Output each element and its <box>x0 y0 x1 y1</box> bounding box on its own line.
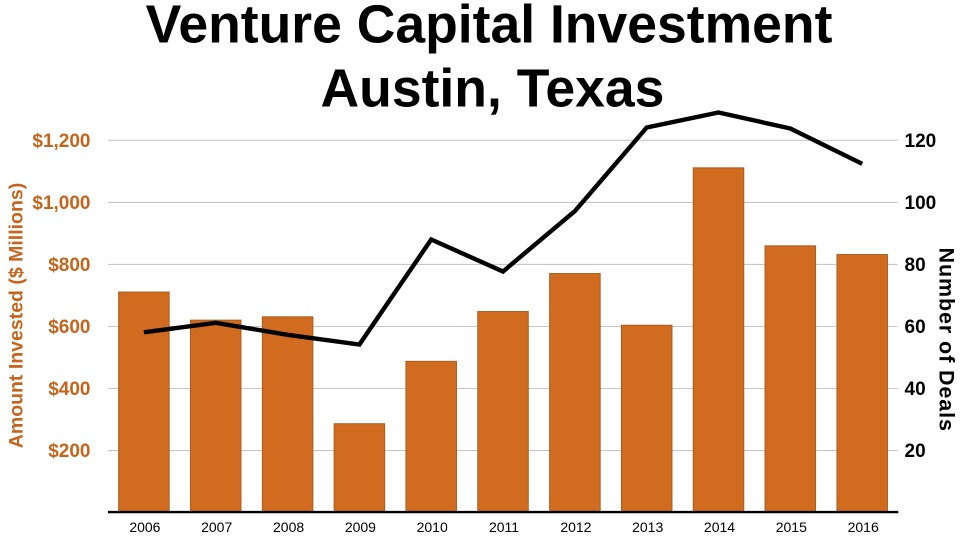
svg-text:120: 120 <box>905 131 937 152</box>
svg-text:20: 20 <box>905 441 926 462</box>
svg-text:Number of Deals: Number of Deals <box>935 248 959 432</box>
svg-text:Austin, Texas: Austin, Texas <box>321 59 665 118</box>
svg-text:Amount Invested ($ Millions): Amount Invested ($ Millions) <box>6 183 28 448</box>
svg-text:$600: $600 <box>48 317 90 338</box>
svg-text:$200: $200 <box>48 441 90 462</box>
svg-text:Venture Capital Investment: Venture Capital Investment <box>146 0 833 55</box>
svg-text:$400: $400 <box>48 379 90 400</box>
svg-text:2011: 2011 <box>489 519 519 535</box>
svg-text:100: 100 <box>905 193 937 214</box>
svg-text:2006: 2006 <box>129 519 160 535</box>
svg-text:$1,000: $1,000 <box>32 193 90 214</box>
svg-text:2016: 2016 <box>848 519 879 535</box>
svg-text:40: 40 <box>905 379 926 400</box>
svg-text:2014: 2014 <box>704 519 735 535</box>
svg-text:2008: 2008 <box>273 519 304 535</box>
svg-text:2015: 2015 <box>776 519 807 535</box>
svg-text:2009: 2009 <box>345 519 376 535</box>
svg-text:2010: 2010 <box>417 519 448 535</box>
svg-text:2012: 2012 <box>560 519 591 535</box>
svg-text:$1,200: $1,200 <box>32 131 90 152</box>
svg-text:80: 80 <box>905 255 926 276</box>
svg-text:2007: 2007 <box>201 519 232 535</box>
svg-text:60: 60 <box>905 317 926 338</box>
svg-text:$800: $800 <box>48 255 90 276</box>
svg-text:2013: 2013 <box>632 519 663 535</box>
